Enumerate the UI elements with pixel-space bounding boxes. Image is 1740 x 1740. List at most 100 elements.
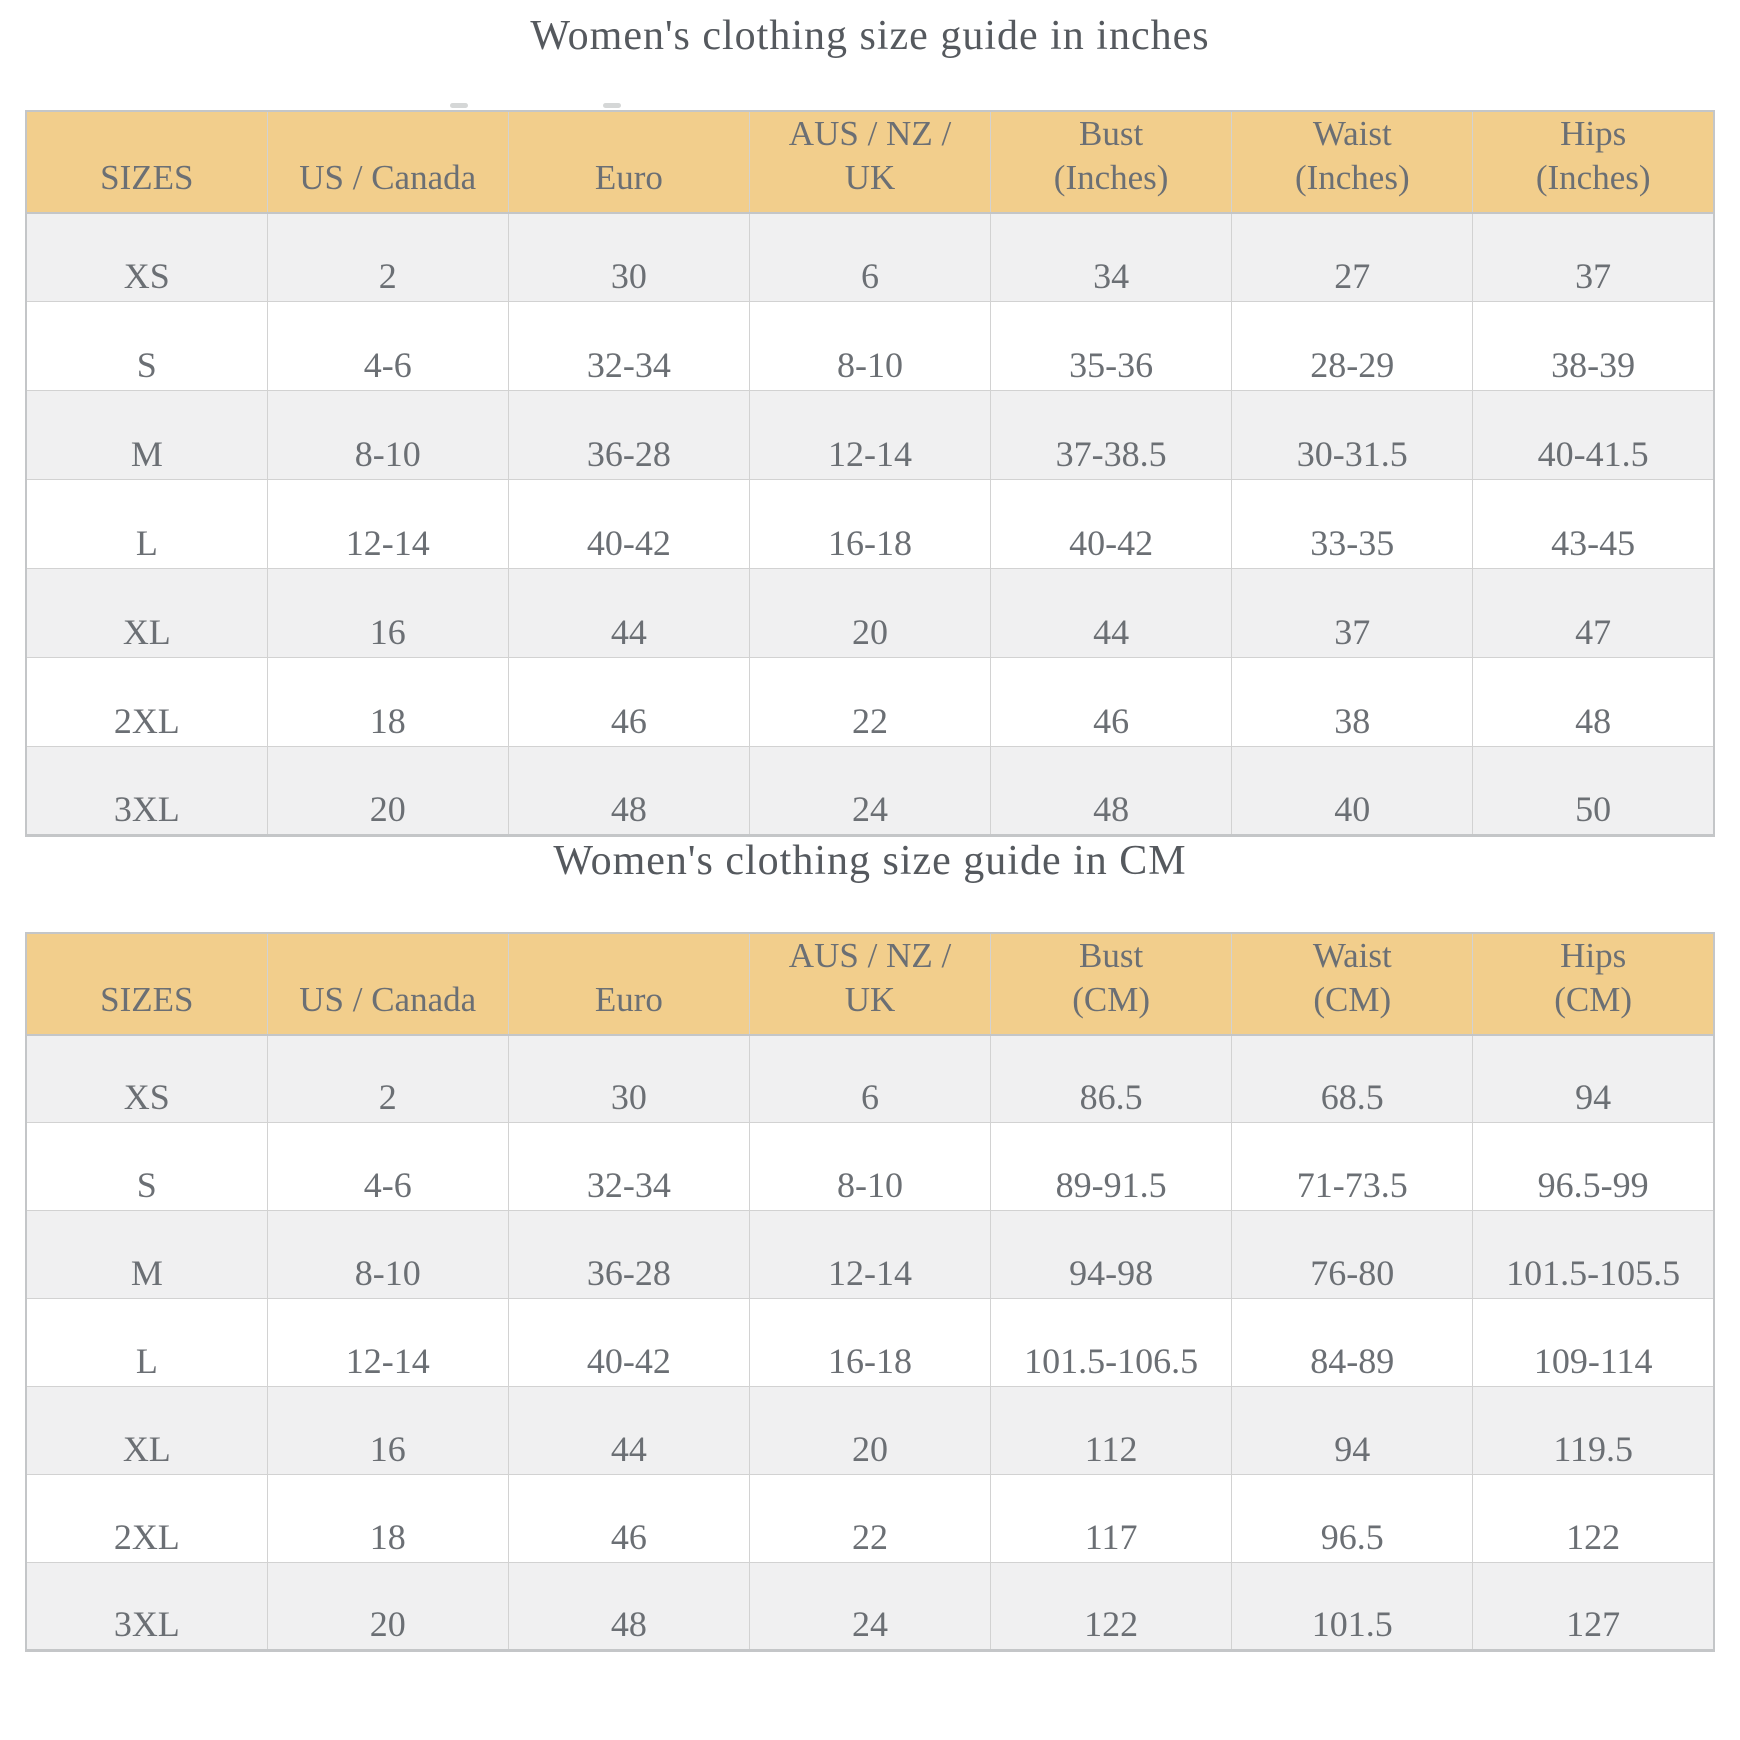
size-value-cell: 24 xyxy=(748,746,992,836)
size-guide-section-cm: Women's clothing size guide in CM SIZES U… xyxy=(25,837,1715,1652)
size-value-cell: 37 xyxy=(1231,568,1474,658)
size-table-cm: SIZES US / Canada Euro AUS / NZ / UK Bust (C… xyxy=(25,932,1715,1652)
size-value-cell: 76-80 xyxy=(1231,1210,1474,1299)
column-header: Bust (Inches) xyxy=(990,110,1233,214)
size-value-cell: 101.5-106.5 xyxy=(990,1298,1233,1387)
size-label-cell: XL xyxy=(25,1386,268,1475)
size-value-cell: 44 xyxy=(990,568,1233,658)
size-value-cell: 94-98 xyxy=(990,1210,1233,1299)
size-value-cell: 28-29 xyxy=(1231,301,1474,391)
table-row: S 4-6 32-34 8-10 89-91.5 71-73.5 96.5-99 xyxy=(25,1122,1715,1211)
size-value-cell: 22 xyxy=(748,1474,992,1563)
size-label-cell: XS xyxy=(25,1034,268,1123)
size-label-cell: S xyxy=(25,1122,268,1211)
size-value-cell: 8-10 xyxy=(266,390,509,480)
size-guide-page: Women's clothing size guide in inches SI… xyxy=(25,0,1715,1652)
size-value-cell: 8-10 xyxy=(266,1210,509,1299)
size-value-cell: 6 xyxy=(748,212,992,302)
size-value-cell: 46 xyxy=(990,657,1233,747)
size-value-cell: 101.5-105.5 xyxy=(1472,1210,1715,1299)
size-label-cell: 3XL xyxy=(25,1562,268,1651)
size-value-cell: 40-41.5 xyxy=(1472,390,1715,480)
size-value-cell: 96.5 xyxy=(1231,1474,1474,1563)
size-value-cell: 8-10 xyxy=(748,301,992,391)
cropped-text-artifact xyxy=(450,103,468,108)
size-value-cell: 36-28 xyxy=(507,390,750,480)
table-row: XS 2 30 6 34 27 37 xyxy=(25,212,1715,302)
size-value-cell: 44 xyxy=(507,568,750,658)
size-value-cell: 37-38.5 xyxy=(990,390,1233,480)
size-value-cell: 2 xyxy=(266,1034,509,1123)
size-value-cell: 122 xyxy=(1472,1474,1715,1563)
size-value-cell: 43-45 xyxy=(1472,479,1715,569)
size-value-cell: 48 xyxy=(507,746,750,836)
size-value-cell: 30 xyxy=(507,1034,750,1123)
size-value-cell: 48 xyxy=(990,746,1233,836)
size-label-cell: M xyxy=(25,390,268,480)
cropped-text-artifact xyxy=(603,103,621,108)
size-value-cell: 2 xyxy=(266,212,509,302)
size-value-cell: 109-114 xyxy=(1472,1298,1715,1387)
table-row: XS 2 30 6 86.5 68.5 94 xyxy=(25,1034,1715,1123)
size-value-cell: 20 xyxy=(748,1386,992,1475)
size-value-cell: 94 xyxy=(1231,1386,1474,1475)
table-row: M 8-10 36-28 12-14 37-38.5 30-31.5 40-41.5 xyxy=(25,390,1715,480)
column-header: Hips (CM) xyxy=(1472,932,1715,1036)
size-value-cell: 18 xyxy=(266,657,509,747)
size-value-cell: 112 xyxy=(990,1386,1233,1475)
column-header: Bust (CM) xyxy=(990,932,1233,1036)
size-value-cell: 71-73.5 xyxy=(1231,1122,1474,1211)
size-value-cell: 6 xyxy=(748,1034,992,1123)
table-row: S 4-6 32-34 8-10 35-36 28-29 38-39 xyxy=(25,301,1715,391)
table-row: L 12-14 40-42 16-18 40-42 33-35 43-45 xyxy=(25,479,1715,569)
table-row: M 8-10 36-28 12-14 94-98 76-80 101.5-105.5 xyxy=(25,1210,1715,1299)
column-header: SIZES xyxy=(25,932,268,1036)
size-value-cell: 30 xyxy=(507,212,750,302)
table-row: XL 16 44 20 44 37 47 xyxy=(25,568,1715,658)
size-value-cell: 40 xyxy=(1231,746,1474,836)
size-value-cell: 20 xyxy=(266,746,509,836)
size-value-cell: 20 xyxy=(266,1562,509,1651)
page-title-cm: Women's clothing size guide in CM xyxy=(553,838,1187,884)
size-value-cell: 32-34 xyxy=(507,301,750,391)
table-row: L 12-14 40-42 16-18 101.5-106.5 84-89 109-114 xyxy=(25,1298,1715,1387)
column-header: Waist (CM) xyxy=(1231,932,1474,1036)
size-value-cell: 30-31.5 xyxy=(1231,390,1474,480)
size-value-cell: 22 xyxy=(748,657,992,747)
size-value-cell: 16 xyxy=(266,568,509,658)
table-row: 2XL 18 46 22 46 38 48 xyxy=(25,657,1715,747)
size-label-cell: L xyxy=(25,479,268,569)
size-value-cell: 89-91.5 xyxy=(990,1122,1233,1211)
size-value-cell: 94 xyxy=(1472,1034,1715,1123)
table-header: SIZES US / Canada Euro AUS / NZ / UK Bust (I… xyxy=(25,110,1715,214)
size-value-cell: 32-34 xyxy=(507,1122,750,1211)
size-value-cell: 50 xyxy=(1472,746,1715,836)
size-value-cell: 122 xyxy=(990,1562,1233,1651)
size-value-cell: 48 xyxy=(1472,657,1715,747)
size-value-cell: 8-10 xyxy=(748,1122,992,1211)
column-header: US / Canada xyxy=(266,110,509,214)
size-value-cell: 38 xyxy=(1231,657,1474,747)
size-value-cell: 38-39 xyxy=(1472,301,1715,391)
size-guide-section-inches: Women's clothing size guide in inches SI… xyxy=(25,0,1715,837)
size-value-cell: 117 xyxy=(990,1474,1233,1563)
size-value-cell: 40-42 xyxy=(990,479,1233,569)
size-value-cell: 119.5 xyxy=(1472,1386,1715,1475)
size-value-cell: 34 xyxy=(990,212,1233,302)
size-value-cell: 4-6 xyxy=(266,1122,509,1211)
table-row: 3XL 20 48 24 122 101.5 127 xyxy=(25,1562,1715,1651)
size-value-cell: 35-36 xyxy=(990,301,1233,391)
size-value-cell: 12-14 xyxy=(748,1210,992,1299)
size-value-cell: 48 xyxy=(507,1562,750,1651)
size-label-cell: XL xyxy=(25,568,268,658)
column-header: AUS / NZ / UK xyxy=(748,110,992,214)
size-value-cell: 16-18 xyxy=(748,479,992,569)
size-label-cell: 2XL xyxy=(25,657,268,747)
size-value-cell: 16-18 xyxy=(748,1298,992,1387)
size-value-cell: 33-35 xyxy=(1231,479,1474,569)
size-value-cell: 24 xyxy=(748,1562,992,1651)
size-value-cell: 46 xyxy=(507,657,750,747)
size-value-cell: 27 xyxy=(1231,212,1474,302)
size-value-cell: 36-28 xyxy=(507,1210,750,1299)
size-value-cell: 40-42 xyxy=(507,479,750,569)
